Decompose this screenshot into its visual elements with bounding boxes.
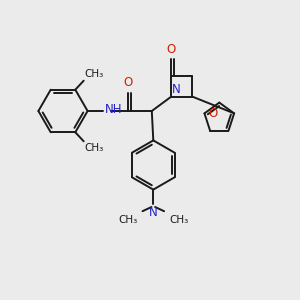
- Text: NH: NH: [104, 103, 122, 116]
- Text: O: O: [123, 76, 132, 89]
- Text: CH₃: CH₃: [169, 215, 188, 225]
- Text: O: O: [167, 43, 176, 56]
- Text: CH₃: CH₃: [84, 69, 104, 79]
- Text: O: O: [208, 107, 217, 120]
- Text: CH₃: CH₃: [118, 215, 137, 225]
- Text: N: N: [172, 83, 181, 96]
- Text: CH₃: CH₃: [84, 143, 104, 153]
- Text: N: N: [149, 206, 158, 219]
